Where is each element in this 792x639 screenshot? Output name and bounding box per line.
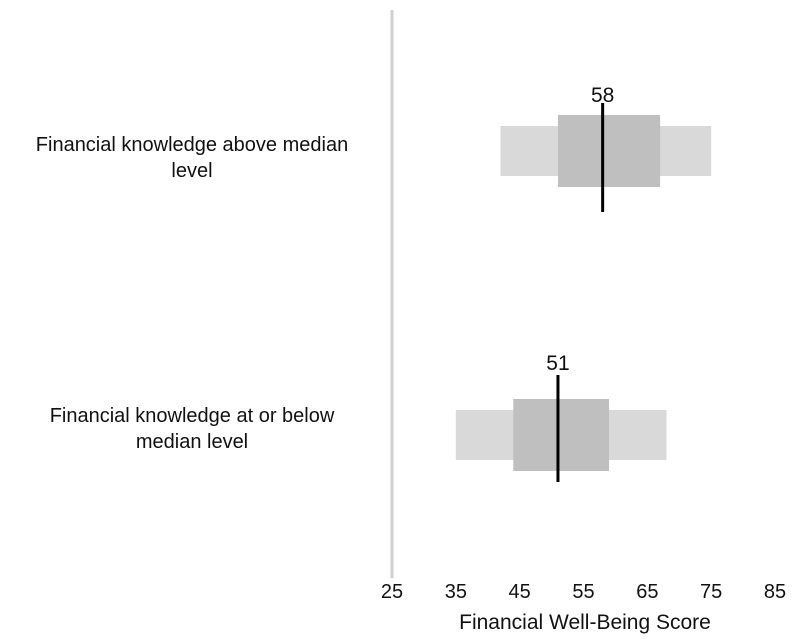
x-tick-label: 85	[764, 581, 786, 603]
x-tick-label: 25	[381, 581, 403, 603]
inner-range-bar	[557, 115, 661, 187]
median-value-label: 51	[546, 352, 569, 375]
x-axis-title: Financial Well-Being Score	[459, 611, 711, 634]
category-label: Financial knowledge at or below median le…	[50, 405, 335, 453]
category-group-2: 51	[455, 352, 667, 482]
plot-area: 58 51	[455, 84, 712, 482]
category-label-line: level	[171, 160, 212, 182]
category-label-line: median level	[136, 431, 248, 453]
category-group-1: 58	[500, 84, 712, 212]
category-label-line: Financial knowledge at or below	[50, 405, 335, 427]
x-tick-label: 55	[572, 581, 594, 603]
category-label: Financial knowledge above median level	[36, 134, 348, 182]
median-value-label: 58	[591, 84, 614, 107]
x-tick-label: 45	[509, 581, 531, 603]
category-labels: Financial knowledge above median levelFin…	[36, 134, 348, 453]
inner-range-bar	[513, 399, 610, 471]
category-label-line: Financial knowledge above median	[36, 134, 348, 156]
x-tick-label: 75	[700, 581, 722, 603]
x-tick-label: 35	[445, 581, 467, 603]
x-tick-label: 65	[636, 581, 658, 603]
x-axis-tick-labels: 25 35 45 55 65 75 85	[381, 581, 786, 603]
